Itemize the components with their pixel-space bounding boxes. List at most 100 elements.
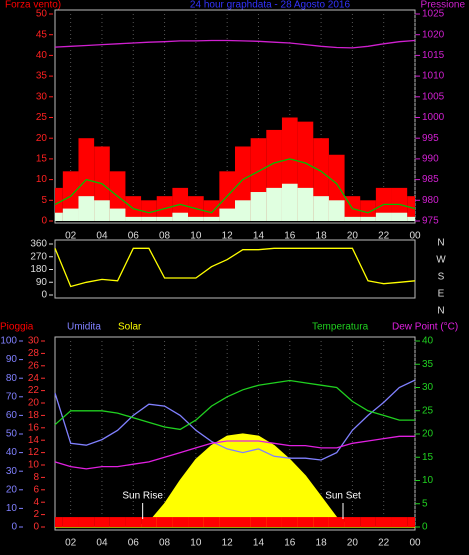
bar <box>407 216 415 221</box>
x-tick-label: 06 <box>128 231 140 242</box>
y3-tick-label: 24 <box>28 373 40 384</box>
bar <box>188 216 204 221</box>
bar <box>156 216 173 221</box>
wind-frame <box>54 9 416 224</box>
bar <box>344 517 361 527</box>
bar <box>219 208 235 221</box>
x-tick-label: 06 <box>128 538 140 549</box>
bar <box>266 187 282 221</box>
y2-tick-label: 40 <box>422 336 434 347</box>
bar <box>250 192 267 221</box>
series-label: Forza vento) <box>5 0 61 11</box>
bar <box>297 517 314 527</box>
bar <box>219 517 235 527</box>
y2-tick-label: 1000 <box>422 112 445 123</box>
y-tick-label: 100 <box>0 336 17 347</box>
x-tick-label: 18 <box>316 538 328 549</box>
x-tick-label: 12 <box>222 231 234 242</box>
y3-tick-label: 14 <box>28 435 40 446</box>
bar <box>125 517 142 527</box>
y-tick-label: 30 <box>6 466 18 477</box>
y-tick-label: 0 <box>41 216 47 227</box>
y2-tick-label: 15 <box>422 452 434 463</box>
y3-tick-label: 10 <box>28 460 40 471</box>
bar <box>78 196 95 221</box>
line <box>54 379 415 431</box>
y-tick-label: 90 <box>36 277 48 288</box>
y-tick-label: 30 <box>36 91 48 102</box>
y2-tick-label: 1025 <box>422 9 445 20</box>
y3-tick-label: 26 <box>28 360 40 371</box>
y3-tick-label: 12 <box>28 447 40 458</box>
x-tick-label: 14 <box>253 538 265 549</box>
x-tick-label: 22 <box>378 231 390 242</box>
direction-frame <box>54 239 416 299</box>
line <box>54 435 415 470</box>
y2-tick-label: 1020 <box>422 29 445 40</box>
bar <box>203 517 220 527</box>
y-tick-label: 50 <box>36 9 48 20</box>
y2-tick-label: 0 <box>422 522 428 533</box>
x-tick-label: 18 <box>316 231 328 242</box>
bar <box>188 517 204 527</box>
y2-tick-label: 25 <box>422 405 434 416</box>
y-tick-label: 80 <box>6 373 18 384</box>
y2-tick-label: 1005 <box>422 91 445 102</box>
y-tick-label: 5 <box>41 195 47 206</box>
bar <box>94 200 110 221</box>
y2-tick-label: 990 <box>422 154 439 165</box>
y3-tick-label: 2 <box>33 509 39 520</box>
y-tick-label: 360 <box>30 239 47 250</box>
y3-tick-label: 16 <box>28 422 40 433</box>
y-tick-label: 35 <box>36 71 48 82</box>
x-tick-label: 20 <box>347 538 359 549</box>
x-tick-label: 08 <box>159 231 171 242</box>
bar <box>360 216 376 221</box>
bar <box>172 517 189 527</box>
bar <box>141 200 157 221</box>
y-tick-label: 60 <box>6 410 18 421</box>
bar <box>62 517 79 527</box>
y3-tick-label: 0 <box>33 522 39 533</box>
annotation: Sun Rise <box>122 491 163 502</box>
x-tick-label: 02 <box>65 231 77 242</box>
series-label: Umidita <box>67 322 101 333</box>
y-tick-label: 90 <box>6 354 18 365</box>
bar <box>281 517 298 527</box>
bar <box>328 200 345 221</box>
y-tick-label: 70 <box>6 391 18 402</box>
series-label: Temperatura <box>312 322 369 333</box>
x-tick-label: 10 <box>190 231 202 242</box>
direction-label: W <box>436 255 446 266</box>
bar <box>313 196 329 221</box>
series-label: Pioggia <box>0 322 34 333</box>
bar <box>141 517 157 527</box>
y2-tick-label: 985 <box>422 174 439 185</box>
x-tick-label: 20 <box>347 231 359 242</box>
bar <box>203 216 220 221</box>
x-tick-label: 16 <box>284 538 296 549</box>
y3-tick-label: 28 <box>28 348 40 359</box>
y-tick-label: 40 <box>6 447 18 458</box>
direction-label: N <box>437 238 444 249</box>
bar <box>235 200 251 221</box>
y3-tick-label: 18 <box>28 410 40 421</box>
y3-tick-label: 30 <box>28 336 40 347</box>
bar <box>391 212 408 221</box>
bar <box>297 187 314 221</box>
series-label: Pressione <box>421 0 466 11</box>
bar <box>55 212 63 221</box>
x-tick-label: 12 <box>222 538 234 549</box>
x-tick-label: 22 <box>378 538 390 549</box>
series-label: Dew Point (°C) <box>392 322 458 333</box>
bar <box>203 200 220 221</box>
bar <box>62 208 79 221</box>
y-tick-label: 20 <box>36 133 48 144</box>
y2-tick-label: 5 <box>422 498 428 509</box>
x-tick-label: 04 <box>96 538 108 549</box>
bar <box>94 517 110 527</box>
bar <box>281 183 298 221</box>
y2-tick-label: 1010 <box>422 71 445 82</box>
y2-tick-label: 10 <box>422 475 434 486</box>
y3-tick-label: 4 <box>33 497 39 508</box>
